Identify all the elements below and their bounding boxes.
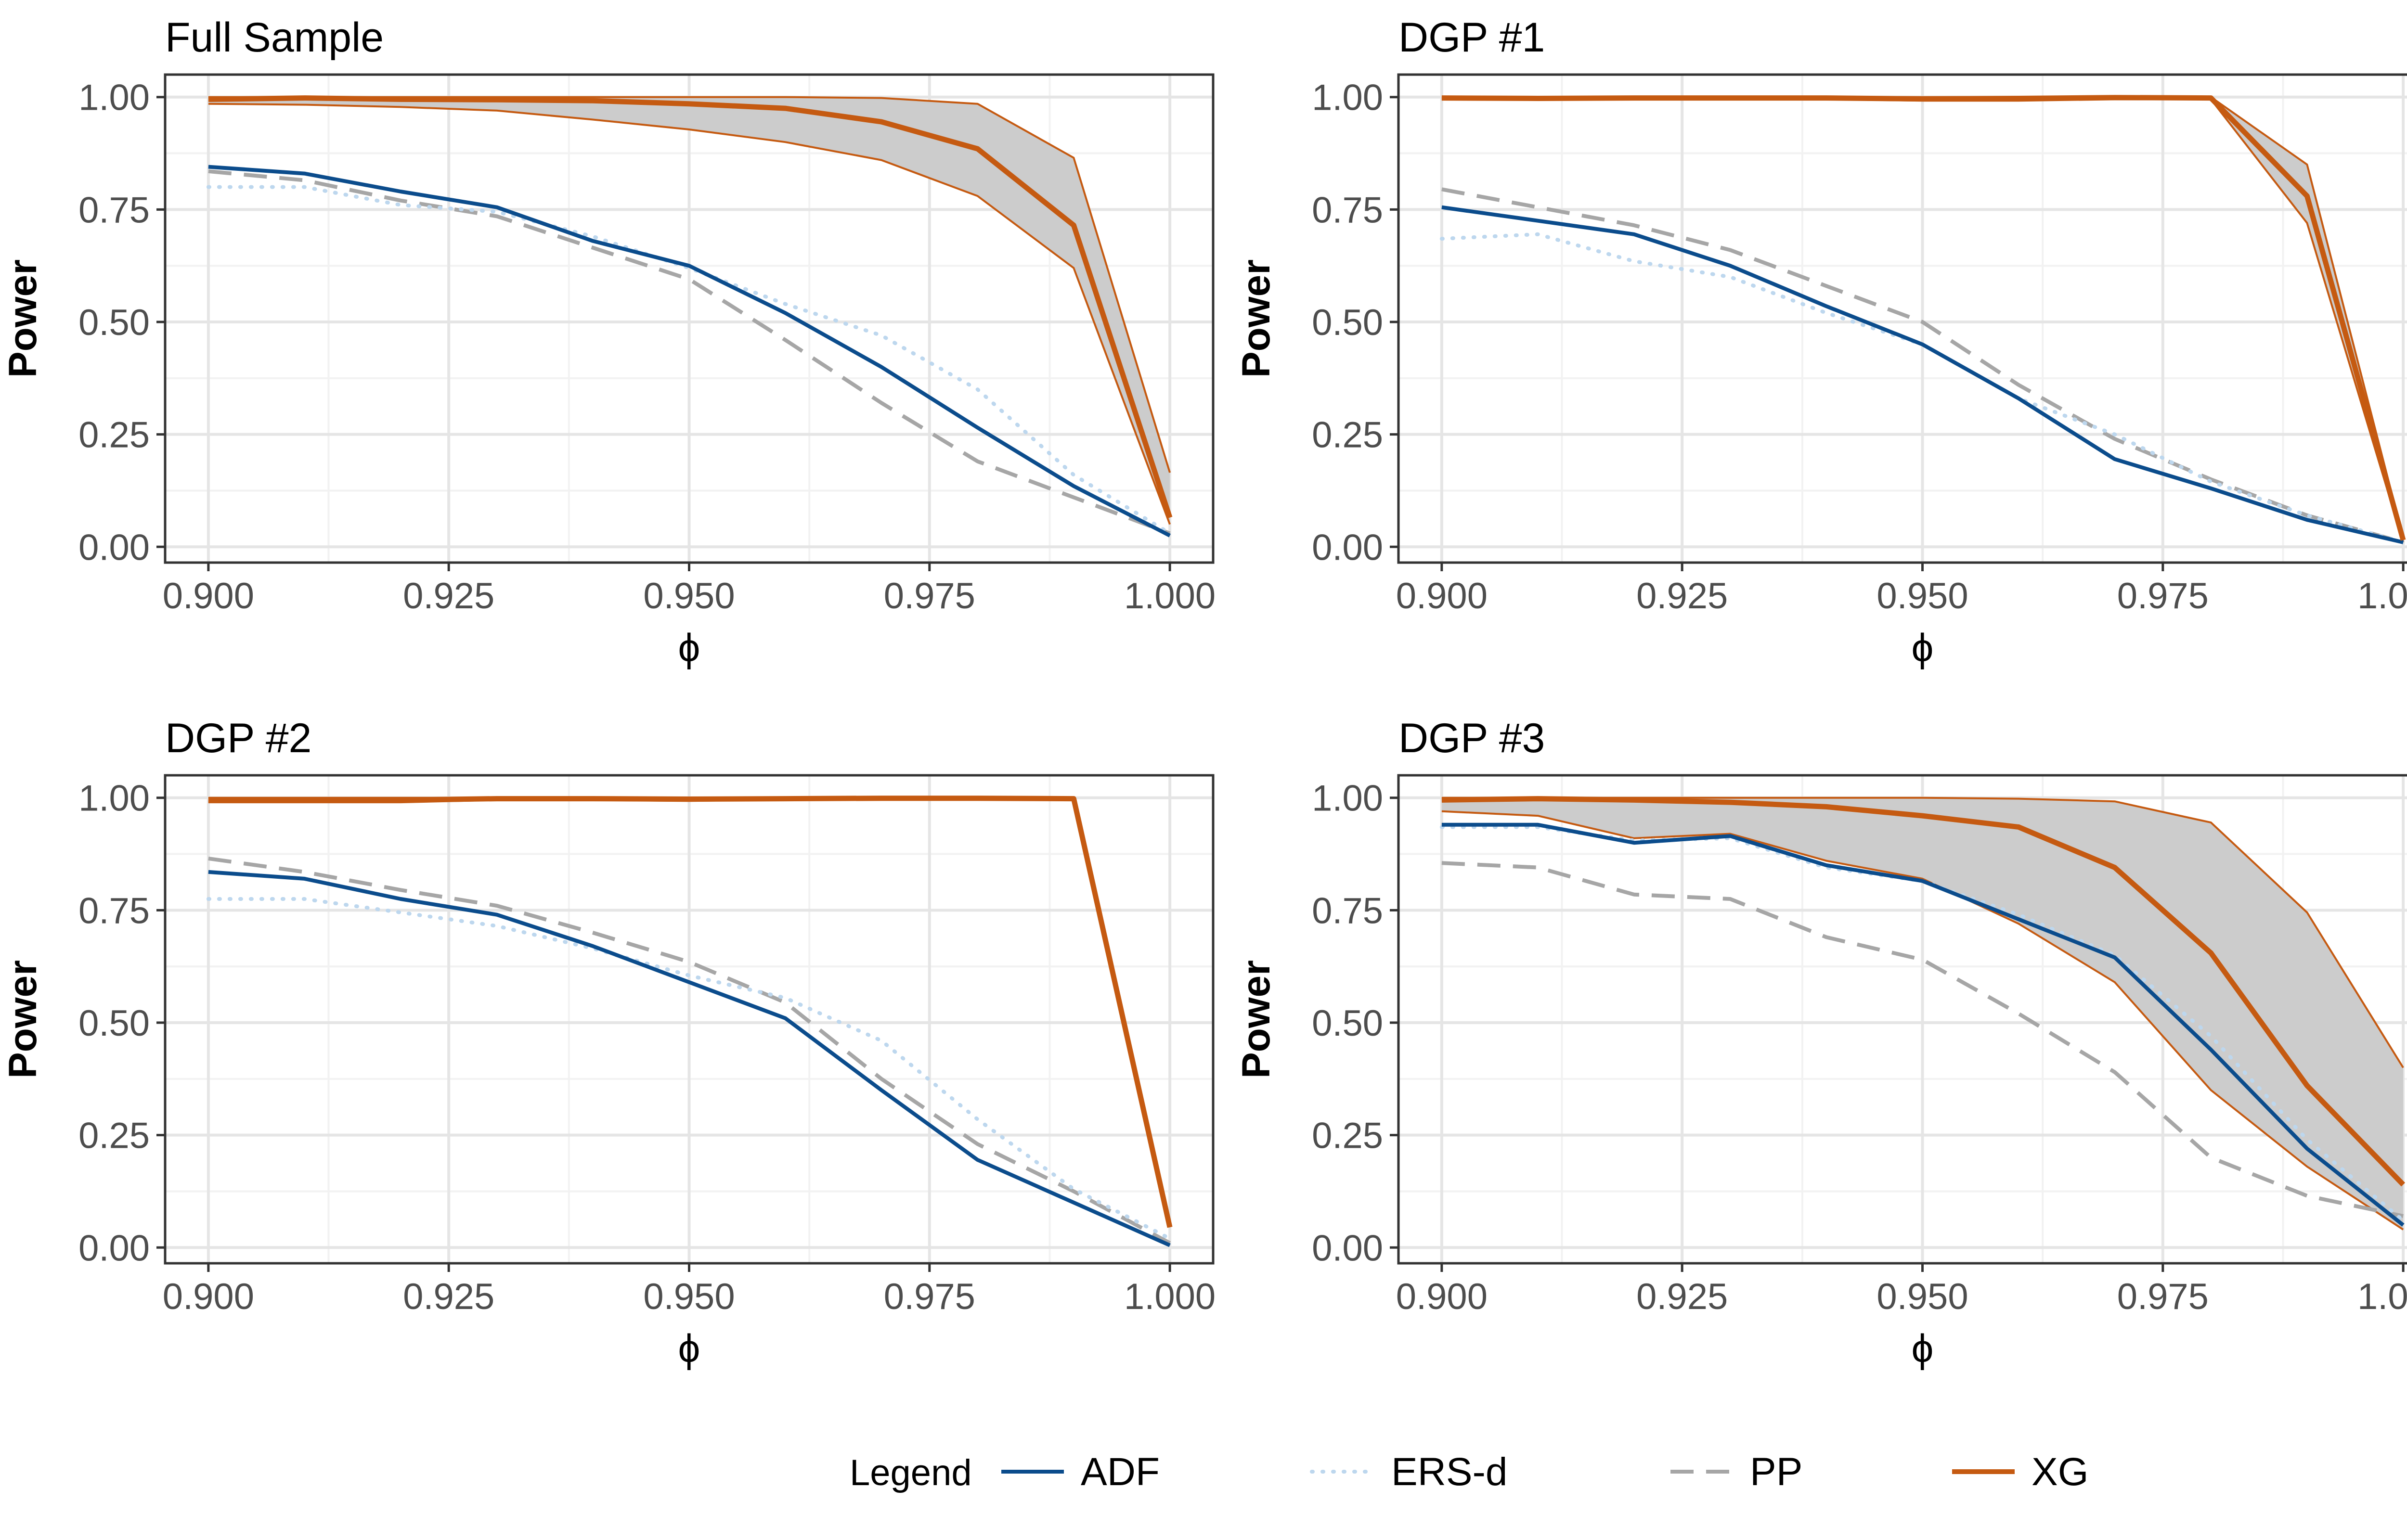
x-tick-label: 0.950 xyxy=(643,576,735,616)
x-tick-label: 1.000 xyxy=(1124,576,1216,616)
x-tick-label: 1.000 xyxy=(2357,1276,2407,1317)
y-tick-label: 0.75 xyxy=(1312,890,1383,931)
series-adf xyxy=(1441,205,2404,544)
x-tick-label: 1.000 xyxy=(1124,1276,1216,1317)
series-ers xyxy=(206,897,1172,1241)
x-tick-label: 0.900 xyxy=(1396,576,1488,616)
x-tick-label: 0.925 xyxy=(1636,576,1728,616)
x-tick-label: 0.900 xyxy=(163,576,254,616)
x-axis-title: ϕ xyxy=(1912,626,1934,670)
y-tick-label: 1.00 xyxy=(1312,778,1383,819)
y-tick-label: 0.50 xyxy=(78,302,150,343)
xg-band-lower xyxy=(1441,810,2404,1231)
legend-label-ers: ERS-d xyxy=(1391,1450,1508,1494)
panel-title: DGP #1 xyxy=(1398,14,1545,61)
y-tick-label: 1.00 xyxy=(78,778,150,819)
y-tick-label: 0.00 xyxy=(78,527,150,568)
series-xg xyxy=(1441,95,2406,541)
x-tick-label: 0.900 xyxy=(163,1276,254,1317)
y-tick-label: 0.50 xyxy=(1312,302,1383,343)
x-tick-label: 0.975 xyxy=(884,1276,975,1317)
y-tick-label: 0.25 xyxy=(1312,1116,1383,1156)
series-xg xyxy=(208,796,1173,1228)
panels: Full Sample 0.900 0.925 0.950 0.975 1.000 0.00… xyxy=(1,14,2407,1371)
panel-title: Full Sample xyxy=(165,14,384,61)
y-tick-label: 0.75 xyxy=(78,190,150,231)
series-xg xyxy=(208,95,1173,519)
series-pp xyxy=(1441,861,2404,1218)
xg-band xyxy=(1441,797,2404,1230)
x-tick-label: 0.900 xyxy=(1396,1276,1488,1317)
series-ers xyxy=(206,185,1172,536)
panel-title: DGP #3 xyxy=(1398,715,1545,761)
panel-3: DGP #2 0.900 0.925 0.950 0.975 1.000 0.00 0.25 0… xyxy=(1,715,1216,1371)
legend-label-adf: ADF xyxy=(1081,1450,1160,1494)
panel-1: Full Sample 0.900 0.925 0.950 0.975 1.000 0.00… xyxy=(1,14,1216,670)
y-axis-title: Power xyxy=(1,960,45,1078)
y-tick-label: 0.75 xyxy=(78,890,150,931)
series-pp xyxy=(208,856,1171,1245)
series-adf xyxy=(208,870,1171,1247)
x-tick-label: 0.950 xyxy=(643,1276,735,1317)
y-tick-label: 0.50 xyxy=(1312,1003,1383,1044)
x-tick-label: 0.925 xyxy=(403,1276,494,1317)
x-axis-title: ϕ xyxy=(678,626,700,670)
x-axis-title: ϕ xyxy=(1912,1327,1934,1371)
x-tick-label: 0.925 xyxy=(1636,1276,1728,1317)
y-tick-label: 0.00 xyxy=(78,1228,150,1269)
series-adf xyxy=(208,165,1171,538)
x-tick-label: 0.950 xyxy=(1876,1276,1968,1317)
panel-4: DGP #3 0.900 0.925 0.950 0.975 1.000 0.00 0.25 0… xyxy=(1234,715,2407,1371)
x-tick-label: 0.975 xyxy=(884,576,975,616)
y-tick-label: 0.50 xyxy=(78,1003,150,1044)
x-tick-label: 0.975 xyxy=(2117,576,2209,616)
x-tick-label: 0.925 xyxy=(403,576,494,616)
panel-title: DGP #2 xyxy=(165,715,311,761)
y-tick-label: 0.00 xyxy=(1312,527,1383,568)
legend-label-xg: XG xyxy=(2032,1450,2088,1494)
series-pp xyxy=(1441,187,2404,544)
series-adf xyxy=(1441,822,2405,1227)
panel-2: DGP #1 0.900 0.925 0.950 0.975 1.000 0.00 0.25 0… xyxy=(1234,14,2407,670)
x-tick-label: 1.000 xyxy=(2357,576,2407,616)
y-axis-title: Power xyxy=(1,259,45,378)
y-tick-label: 0.25 xyxy=(78,415,150,456)
y-axis-title: Power xyxy=(1234,259,1278,378)
y-tick-label: 1.00 xyxy=(78,77,150,118)
legend-title: Legend xyxy=(850,1452,972,1493)
x-tick-label: 0.975 xyxy=(2117,1276,2209,1317)
x-tick-label: 0.950 xyxy=(1876,576,1968,616)
y-tick-label: 1.00 xyxy=(1312,77,1383,118)
legend-label-pp: PP xyxy=(1750,1450,1802,1494)
xg-band-lower xyxy=(208,103,1171,525)
y-tick-label: 0.25 xyxy=(78,1116,150,1156)
y-tick-label: 0.00 xyxy=(1312,1228,1383,1269)
series-pp xyxy=(208,169,1171,536)
y-axis-title: Power xyxy=(1234,960,1278,1078)
x-axis-title: ϕ xyxy=(678,1327,700,1371)
y-tick-label: 0.75 xyxy=(1312,190,1383,231)
series-xg xyxy=(1441,796,2406,1187)
y-tick-label: 0.25 xyxy=(1312,415,1383,456)
legend: Legend ADF ERS-d PP XG xyxy=(850,1450,2088,1494)
